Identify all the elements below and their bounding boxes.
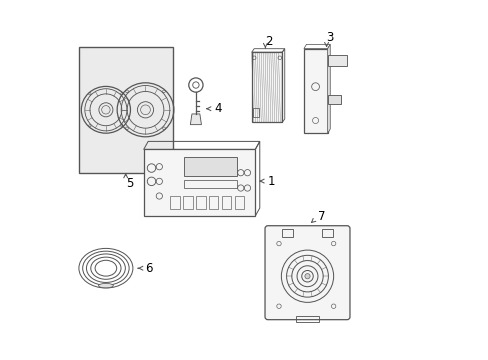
Bar	[234, 196, 244, 209]
Bar	[208, 196, 218, 209]
Bar	[303, 49, 327, 133]
Text: 7: 7	[317, 210, 325, 223]
Text: 1: 1	[267, 175, 275, 188]
Polygon shape	[190, 114, 201, 125]
Bar	[183, 196, 192, 209]
Text: 4: 4	[213, 102, 221, 115]
Bar	[79, 47, 172, 173]
Bar	[170, 196, 180, 209]
Bar	[327, 95, 340, 104]
Bar	[321, 229, 332, 238]
Bar	[327, 55, 346, 66]
Bar	[196, 196, 205, 209]
Bar	[143, 149, 255, 216]
Bar	[282, 229, 293, 238]
Bar	[222, 196, 231, 209]
Text: 2: 2	[265, 35, 272, 48]
Bar	[251, 52, 282, 122]
Circle shape	[304, 274, 309, 279]
FancyBboxPatch shape	[264, 226, 349, 320]
Text: 5: 5	[125, 177, 133, 190]
Text: 6: 6	[145, 262, 153, 275]
Polygon shape	[327, 44, 329, 133]
Bar	[183, 180, 237, 188]
Circle shape	[141, 105, 150, 115]
Text: 3: 3	[326, 31, 333, 44]
Bar	[183, 157, 237, 176]
Circle shape	[102, 105, 110, 114]
Bar	[253, 108, 258, 117]
Bar	[295, 316, 319, 321]
Ellipse shape	[98, 283, 113, 288]
